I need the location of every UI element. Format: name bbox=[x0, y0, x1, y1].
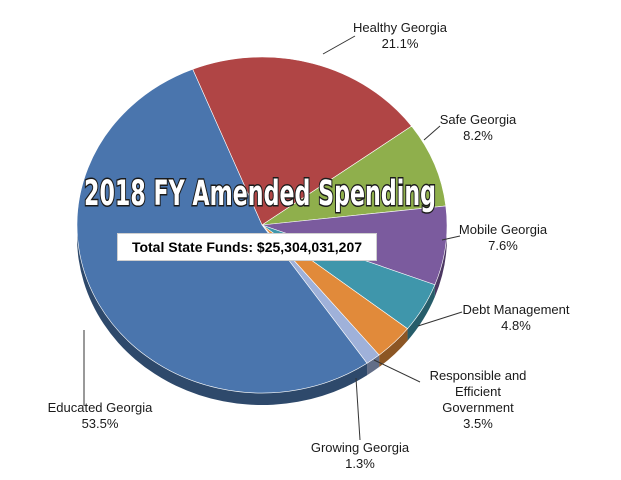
leader-line bbox=[441, 235, 461, 241]
pie-slice-side bbox=[434, 225, 447, 297]
leader-line bbox=[373, 359, 421, 383]
slice-label: Growing Georgia 1.3% bbox=[311, 440, 410, 471]
leader-line bbox=[322, 35, 356, 55]
total-funds-box: Total State Funds: $25,304,031,207 bbox=[117, 233, 377, 261]
slice-label: Mobile Georgia 7.6% bbox=[459, 222, 548, 253]
slice-label: Debt Management 4.8% bbox=[463, 302, 570, 333]
slice-label: Educated Georgia 53.5% bbox=[48, 400, 154, 431]
slice-labels: Healthy Georgia 21.1% Safe Georgia 8.2% Mobi… bbox=[48, 20, 570, 471]
slice-label: Responsible and Efficient Government 3.5% bbox=[430, 368, 527, 431]
pie-slice-side bbox=[367, 355, 380, 376]
leader-line bbox=[355, 377, 361, 441]
leader-line bbox=[423, 125, 441, 141]
pie-slice-side bbox=[407, 284, 435, 341]
leader-lines bbox=[83, 35, 463, 441]
pie-slice bbox=[192, 56, 413, 226]
pie-slice-side bbox=[379, 328, 408, 368]
pie-slice bbox=[76, 68, 368, 394]
pie-slices bbox=[76, 56, 448, 405]
total-funds-text: Total State Funds: $25,304,031,207 bbox=[131, 239, 363, 255]
pie-slice bbox=[261, 125, 447, 226]
leader-line bbox=[417, 311, 463, 327]
chart-title: 2018 FY Amended Spending bbox=[84, 174, 436, 214]
slice-label: Healthy Georgia 21.1% bbox=[353, 20, 448, 51]
pie-slice-side bbox=[77, 225, 368, 405]
slice-label: Safe Georgia 8.2% bbox=[440, 112, 517, 143]
